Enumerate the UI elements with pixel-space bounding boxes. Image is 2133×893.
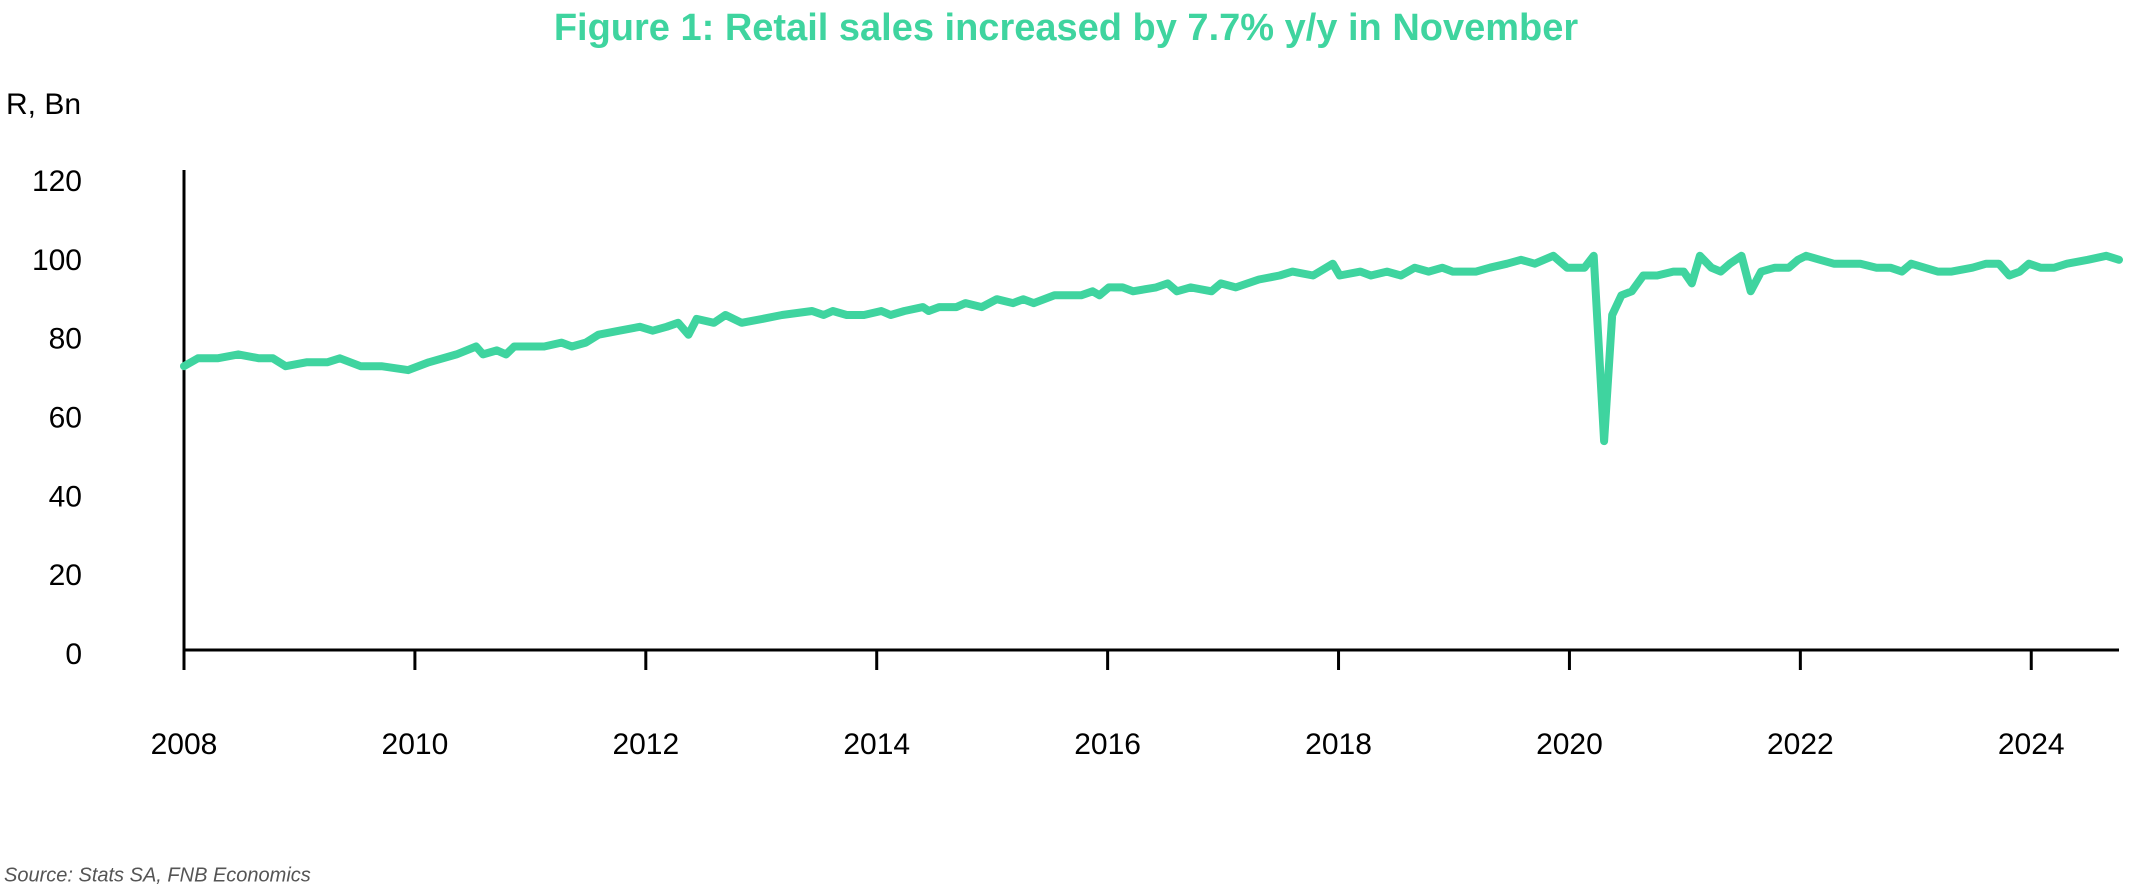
y-axis-label: R, Bn bbox=[6, 88, 81, 121]
y-tick-label: 20 bbox=[49, 559, 82, 592]
y-tick-label: 0 bbox=[65, 638, 82, 671]
y-tick-label: 120 bbox=[32, 165, 82, 198]
x-tick-label: 2012 bbox=[612, 728, 679, 761]
source-note: Source: Stats SA, FNB Economics bbox=[4, 864, 311, 886]
y-tick-label: 60 bbox=[49, 401, 82, 434]
x-tick-label: 2018 bbox=[1305, 728, 1372, 761]
x-tick-label: 2022 bbox=[1767, 728, 1834, 761]
y-tick-label: 100 bbox=[32, 244, 82, 277]
x-tick-label: 2008 bbox=[151, 728, 218, 761]
x-tick-label: 2010 bbox=[382, 728, 449, 761]
x-tick-label: 2016 bbox=[1074, 728, 1141, 761]
x-tick-label: 2014 bbox=[843, 728, 910, 761]
x-tick-label: 2020 bbox=[1536, 728, 1603, 761]
x-tick-label: 2024 bbox=[1998, 728, 2065, 761]
chart-title: Figure 1: Retail sales increased by 7.7%… bbox=[554, 7, 1579, 49]
data-line bbox=[180, 251, 2123, 446]
y-tick-label: 80 bbox=[49, 323, 82, 356]
y-tick-label: 40 bbox=[49, 480, 82, 513]
